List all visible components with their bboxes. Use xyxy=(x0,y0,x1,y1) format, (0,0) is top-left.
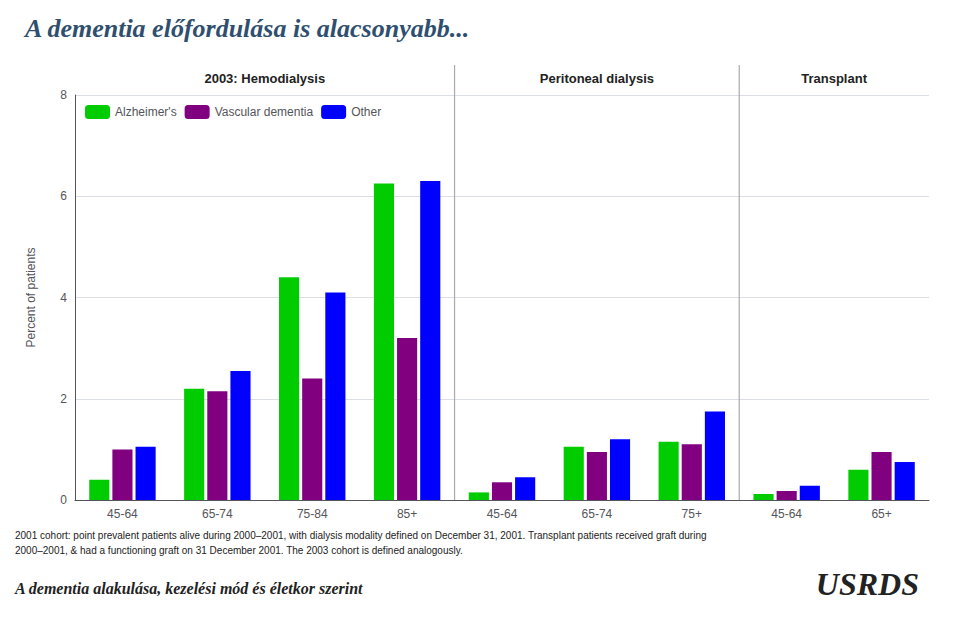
svg-text:65+: 65+ xyxy=(871,507,891,521)
svg-text:45-64: 45-64 xyxy=(771,507,802,521)
svg-text:USRDS: USRDS xyxy=(816,566,919,602)
svg-text:Vascular dementia: Vascular dementia xyxy=(215,105,314,119)
svg-text:Peritoneal dialysis: Peritoneal dialysis xyxy=(540,71,654,86)
svg-text:75-84: 75-84 xyxy=(297,507,328,521)
svg-text:Alzheimer's: Alzheimer's xyxy=(115,105,177,119)
svg-text:0: 0 xyxy=(60,493,67,507)
svg-text:8: 8 xyxy=(60,88,67,102)
svg-text:2003: Hemodialysis: 2003: Hemodialysis xyxy=(204,71,325,86)
svg-text:2: 2 xyxy=(60,392,67,406)
svg-text:2000–2001, & had a functioning: 2000–2001, & had a functioning graft on … xyxy=(15,545,463,556)
svg-text:45-64: 45-64 xyxy=(107,507,138,521)
svg-text:85+: 85+ xyxy=(397,507,417,521)
svg-text:A dementia előfordulása is ala: A dementia előfordulása is alacsonyabb..… xyxy=(23,14,469,43)
svg-text:A dementia alakulása, kezelési: A dementia alakulása, kezelési mód és él… xyxy=(14,580,363,597)
svg-text:2001 cohort: point prevalent p: 2001 cohort: point prevalent patients al… xyxy=(15,530,707,541)
svg-text:65-74: 65-74 xyxy=(202,507,233,521)
svg-text:45-64: 45-64 xyxy=(487,507,518,521)
svg-text:Other: Other xyxy=(351,105,381,119)
svg-text:Percent of patients: Percent of patients xyxy=(24,247,38,347)
svg-text:4: 4 xyxy=(60,291,67,305)
svg-text:6: 6 xyxy=(60,189,67,203)
svg-text:65-74: 65-74 xyxy=(582,507,613,521)
svg-text:Transplant: Transplant xyxy=(801,71,867,86)
svg-text:75+: 75+ xyxy=(682,507,702,521)
